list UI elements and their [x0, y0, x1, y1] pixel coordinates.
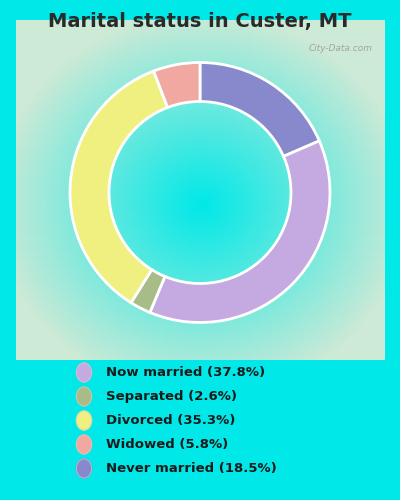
Wedge shape: [200, 62, 319, 156]
Text: Now married (37.8%): Now married (37.8%): [106, 366, 265, 379]
Wedge shape: [70, 71, 168, 302]
Wedge shape: [150, 141, 330, 322]
Text: Separated (2.6%): Separated (2.6%): [106, 390, 237, 403]
Text: Never married (18.5%): Never married (18.5%): [106, 462, 277, 475]
Wedge shape: [154, 62, 200, 108]
Text: Marital status in Custer, MT: Marital status in Custer, MT: [48, 12, 352, 32]
Text: Divorced (35.3%): Divorced (35.3%): [106, 414, 235, 427]
Text: City-Data.com: City-Data.com: [309, 44, 373, 53]
Wedge shape: [131, 270, 165, 312]
Text: Widowed (5.8%): Widowed (5.8%): [106, 438, 228, 451]
